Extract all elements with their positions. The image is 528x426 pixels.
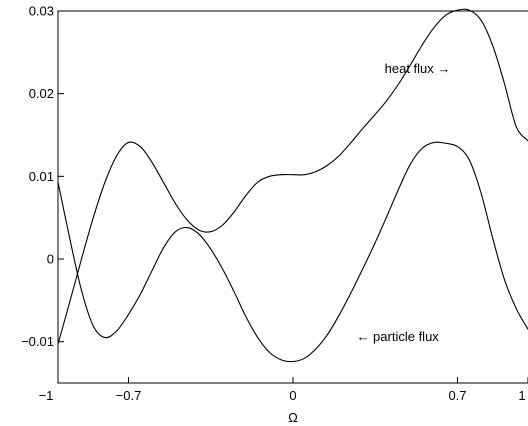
series-group xyxy=(57,8,528,363)
plot-area xyxy=(57,10,528,384)
x-axis-label: Ω xyxy=(288,410,298,425)
labels: Ω heat flux → ← particle flux xyxy=(288,61,450,425)
x-tick-label: 0.7 xyxy=(448,388,466,403)
y-tick-label: −0.01 xyxy=(21,334,54,349)
y-tick-label: 0 xyxy=(47,252,54,267)
y-tick-label: 0.01 xyxy=(29,169,54,184)
y-tick-label: 0.02 xyxy=(29,86,54,101)
axes: −0.01 0 0.01 0.02 0.03 −1 −0.7 0 0.7 1 xyxy=(21,4,528,403)
heat-flux-annotation: heat flux → xyxy=(385,61,451,76)
x-tick-label: 1 xyxy=(518,388,525,403)
particle-flux-line xyxy=(57,141,528,363)
y-tick-label: 0.03 xyxy=(29,4,54,19)
x-tick-label: −1 xyxy=(39,388,54,403)
heat-flux-line xyxy=(57,8,528,345)
plot-frame xyxy=(57,10,528,384)
x-tick-label: −0.7 xyxy=(116,388,142,403)
x-tick-label: 0 xyxy=(289,388,296,403)
particle-flux-annotation: ← particle flux xyxy=(356,329,439,344)
